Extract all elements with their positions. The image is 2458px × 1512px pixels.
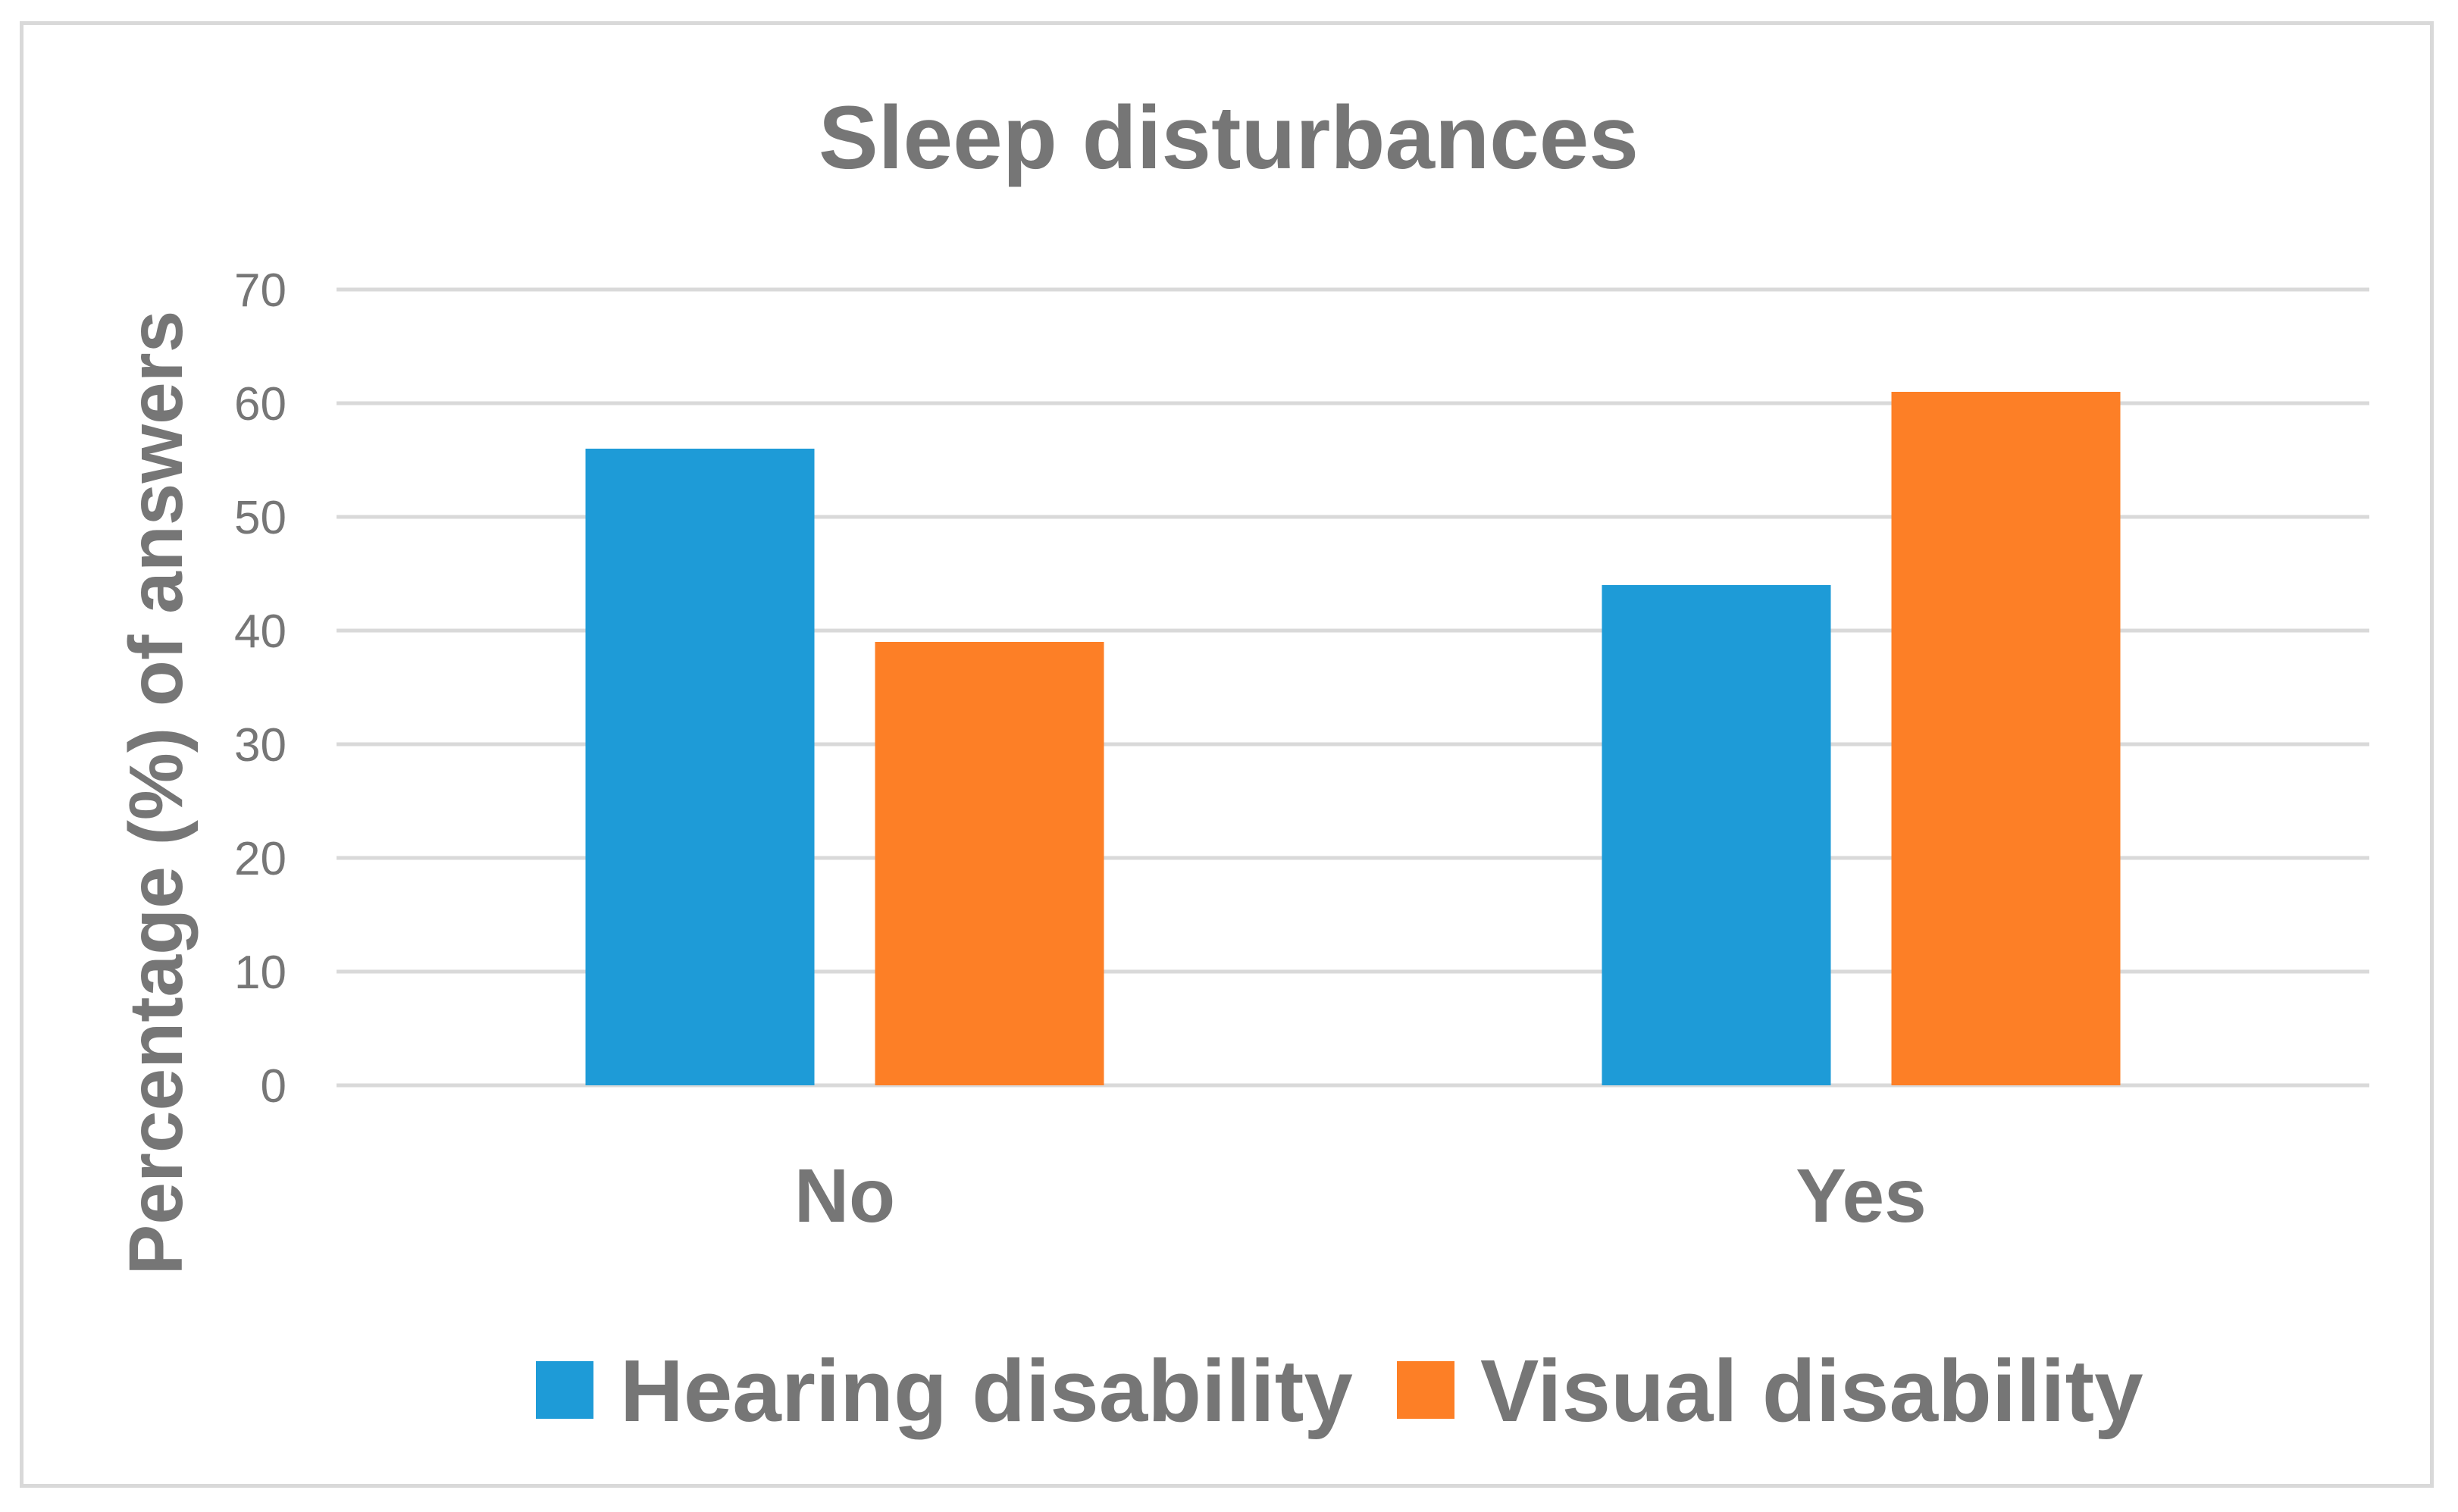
chart-title: Sleep disturbances xyxy=(819,88,1639,188)
y-tick-label: 60 xyxy=(234,378,287,430)
x-axis-categories: No Yes xyxy=(794,1154,1927,1238)
chart-frame xyxy=(20,21,2434,1488)
y-tick-label: 10 xyxy=(234,947,287,999)
y-tick-label: 30 xyxy=(234,719,287,772)
y-tick-label: 40 xyxy=(234,606,287,658)
y-axis-label: Percentage (%) of answers xyxy=(114,311,199,1276)
legend-swatch xyxy=(1397,1361,1454,1419)
bar-yes-hearing-disability xyxy=(1602,585,1831,1085)
bar-no-visual-disability xyxy=(875,642,1104,1085)
y-tick-label: 70 xyxy=(234,265,287,317)
y-tick-label: 20 xyxy=(234,833,287,885)
y-axis-ticks: 0 10 20 30 40 50 60 70 xyxy=(234,265,287,1113)
y-tick-label: 0 xyxy=(261,1060,287,1113)
legend: Hearing disability Visual disability xyxy=(536,1341,2143,1440)
y-tick-label: 50 xyxy=(234,492,287,544)
bar-yes-visual-disability xyxy=(1891,392,2121,1085)
legend-label: Hearing disability xyxy=(620,1341,1353,1440)
x-category-label: Yes xyxy=(1796,1154,1926,1238)
legend-swatch xyxy=(536,1361,593,1419)
bar-no-hearing-disability xyxy=(585,449,815,1085)
bars xyxy=(585,392,2121,1085)
x-category-label: No xyxy=(794,1154,895,1238)
legend-label: Visual disability xyxy=(1480,1341,2143,1440)
